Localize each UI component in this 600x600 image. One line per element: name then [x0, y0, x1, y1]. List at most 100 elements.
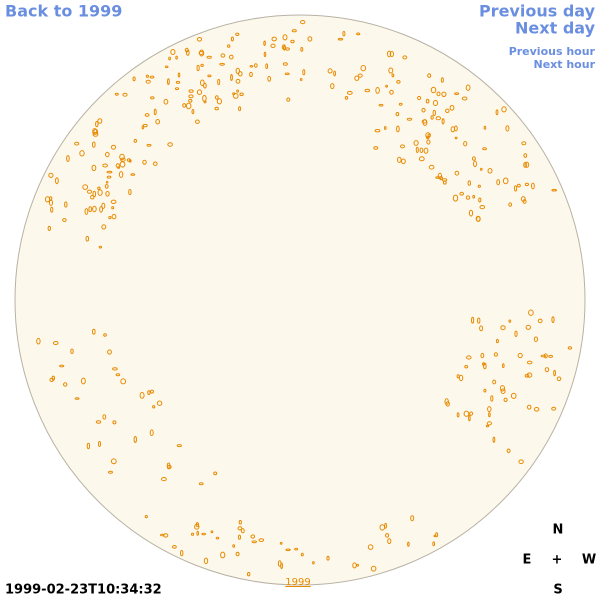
magnetic-contour	[90, 194, 95, 200]
magnetic-contour	[327, 68, 333, 74]
magnetic-contour	[471, 316, 475, 324]
magnetic-contour	[482, 147, 488, 151]
magnetic-contour	[503, 397, 508, 402]
magnetic-contour	[104, 184, 109, 189]
magnetic-contour	[427, 73, 432, 78]
magnetic-contour	[176, 444, 182, 448]
magnetic-contour	[101, 224, 107, 230]
magnetic-contour	[373, 146, 379, 150]
magnetic-contour	[49, 377, 55, 382]
magnetic-contour	[526, 360, 533, 365]
magnetic-contour	[267, 75, 272, 82]
magnetic-contour	[227, 44, 231, 48]
magnetic-contour	[478, 197, 482, 203]
magnetic-contour	[253, 63, 258, 68]
magnetic-contour	[428, 164, 435, 170]
magnetic-contour	[111, 213, 117, 220]
magnetic-contour	[398, 102, 403, 106]
magnetic-contour	[525, 324, 531, 330]
magnetic-contour	[240, 528, 245, 534]
magnetic-contour	[370, 565, 377, 572]
magnetic-contour	[70, 348, 74, 354]
magnetic-contour	[500, 388, 506, 395]
magnetic-contour	[114, 92, 119, 96]
magnetic-contour	[475, 215, 481, 222]
magnetic-contour	[543, 353, 548, 359]
magnetic-contour	[119, 153, 125, 161]
magnetic-contour	[302, 69, 306, 76]
next-day-link[interactable]: Next day	[515, 19, 596, 38]
magnetic-contour	[200, 63, 204, 68]
magnetic-contour	[418, 156, 425, 162]
magnetic-contour	[106, 175, 112, 179]
magnetic-contour	[203, 557, 209, 565]
magnetic-contour	[280, 562, 284, 570]
magnetic-contour	[188, 98, 193, 103]
magnetic-contour	[387, 50, 392, 58]
magnetic-contour	[508, 202, 513, 207]
previous-hour-link[interactable]: Previous hour	[509, 45, 596, 58]
magnetic-contour	[344, 96, 349, 100]
magnetic-contour	[500, 325, 506, 331]
magnetic-contour	[95, 121, 99, 128]
magnetic-contour	[391, 73, 395, 78]
magnetic-contour	[97, 118, 103, 124]
compass-south: S	[553, 583, 562, 598]
magnetic-contour	[326, 555, 330, 561]
magnetic-contour	[139, 392, 145, 399]
magnetic-contour	[375, 87, 380, 94]
magnetic-contour	[153, 108, 157, 116]
magnetic-contour	[524, 182, 530, 187]
magnetic-contour	[330, 83, 335, 90]
magnetic-contour	[442, 180, 447, 185]
magnetic-contour	[551, 406, 557, 411]
magnetic-contour	[52, 341, 59, 345]
magnetic-contour	[152, 405, 156, 409]
magnetic-contour	[490, 395, 494, 402]
magnetic-contour	[128, 189, 132, 195]
magnetic-contour	[102, 163, 108, 168]
magnetic-contour	[108, 216, 112, 220]
compass-west: W	[582, 553, 596, 568]
magnetic-contour	[198, 482, 204, 486]
magnetic-contour	[456, 412, 460, 418]
magnetic-contour	[232, 544, 236, 548]
magnetic-contour	[117, 166, 121, 169]
back-year-link[interactable]: Back to 1999	[5, 2, 122, 21]
magnetic-contour	[106, 170, 113, 174]
magnetic-contour	[454, 136, 458, 140]
magnetic-contour	[346, 90, 353, 95]
next-hour-link[interactable]: Next hour	[534, 58, 596, 71]
magnetic-contour	[82, 184, 89, 190]
magnetic-contour	[444, 398, 449, 405]
magnetic-contour	[122, 92, 128, 97]
magnetic-contour	[188, 94, 194, 99]
magnetic-contour	[195, 119, 200, 124]
magnetic-contour	[128, 159, 132, 163]
magnetic-contour	[247, 572, 251, 577]
magnetic-contour	[285, 47, 290, 51]
magnetic-contour	[216, 98, 222, 105]
magnetic-contour	[410, 515, 415, 522]
magnetic-contour	[250, 534, 256, 539]
magnetic-contour	[180, 550, 184, 557]
magnetic-contour	[236, 89, 240, 93]
magnetic-contour	[495, 339, 499, 344]
magnetic-contour	[435, 116, 441, 121]
magnetic-contour	[522, 199, 527, 204]
magnetic-contour	[300, 552, 304, 557]
magnetic-contour	[413, 140, 419, 146]
magnetic-contour	[527, 404, 532, 410]
year-link[interactable]: 1999	[285, 577, 310, 588]
magnetic-contour	[430, 86, 437, 94]
magnetic-contour	[220, 53, 226, 58]
magnetic-contour	[406, 117, 413, 121]
magnetic-contour	[99, 206, 103, 213]
magnetic-contour	[299, 78, 303, 81]
magnetic-contour	[425, 132, 431, 139]
magnetic-contour	[87, 189, 92, 194]
previous-day-link[interactable]: Previous day	[479, 2, 596, 21]
magnetic-contour	[206, 55, 212, 59]
magnetic-contour	[430, 115, 434, 120]
